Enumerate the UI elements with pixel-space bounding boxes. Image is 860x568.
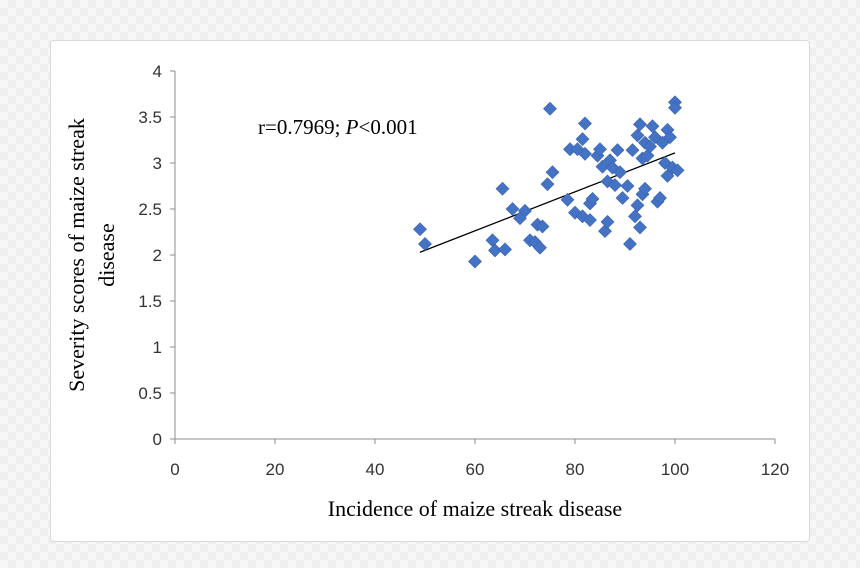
data-point (670, 163, 685, 178)
annotation-r: r=0.7969; (258, 115, 346, 139)
chart-area (50, 40, 810, 542)
y-tick-label: 0.5 (138, 384, 162, 403)
data-point (540, 177, 555, 192)
data-point (623, 237, 637, 251)
data-point (630, 198, 645, 213)
data-point (615, 191, 630, 205)
trendline (419, 152, 676, 253)
y-tick-label: 3 (153, 154, 162, 173)
y-axis-label-line1: Severity scores of maize streak (64, 118, 89, 392)
data-point (575, 132, 590, 147)
y-axis-label-line2: disease (94, 223, 119, 287)
data-point (595, 159, 610, 174)
x-tick-label: 60 (466, 460, 485, 479)
trendline-group (419, 152, 676, 253)
data-point (535, 219, 550, 234)
data-point (628, 209, 642, 224)
data-point (495, 181, 510, 196)
data-point (543, 101, 557, 116)
data-point (533, 240, 547, 255)
annotation-p-value: <0.001 (359, 115, 418, 139)
data-point (545, 165, 560, 180)
data-point (638, 181, 652, 196)
y-tick-label: 1.5 (138, 292, 162, 311)
x-tick-label: 120 (761, 460, 789, 479)
data-point (645, 119, 660, 134)
data-point (610, 143, 625, 158)
x-tick-label: 0 (170, 460, 179, 479)
data-point (418, 237, 432, 251)
data-points (413, 95, 685, 269)
data-point (413, 222, 427, 237)
data-point (485, 233, 500, 248)
data-point (578, 116, 592, 131)
x-tick-label: 20 (266, 460, 285, 479)
x-tick-label: 40 (366, 460, 385, 479)
y-tick-label: 2 (153, 246, 162, 265)
data-point (620, 179, 635, 193)
data-point (653, 191, 667, 205)
data-point (468, 254, 482, 269)
y-tick-label: 0 (153, 430, 162, 449)
y-tick-label: 3.5 (138, 108, 162, 127)
data-point (643, 139, 657, 154)
y-tick-label: 2.5 (138, 200, 162, 219)
x-axis-label: Incidence of maize streak disease (328, 496, 622, 521)
data-point (585, 191, 600, 206)
data-point (600, 214, 615, 229)
data-point (663, 130, 677, 145)
data-point (633, 220, 647, 235)
data-point (578, 146, 592, 161)
x-tick-label: 100 (661, 460, 689, 479)
data-point (498, 242, 512, 257)
x-tick-label: 80 (566, 460, 585, 479)
data-point (668, 100, 682, 115)
data-point (630, 128, 645, 143)
data-point (583, 213, 597, 227)
y-tick-label: 1 (153, 338, 162, 357)
data-point (625, 143, 640, 158)
data-point (608, 178, 622, 193)
data-point (505, 202, 520, 216)
data-point (560, 192, 575, 207)
data-point (518, 203, 532, 218)
annotation-p-symbol: P (345, 115, 359, 139)
correlation-annotation: r=0.7969; P<0.001 (258, 115, 418, 139)
data-point (593, 142, 607, 157)
data-point (613, 165, 627, 180)
data-point (633, 117, 647, 132)
y-tick-label: 4 (153, 62, 162, 81)
axes: 00.511.522.533.540 20 40 60 80 100 120 (138, 62, 789, 479)
